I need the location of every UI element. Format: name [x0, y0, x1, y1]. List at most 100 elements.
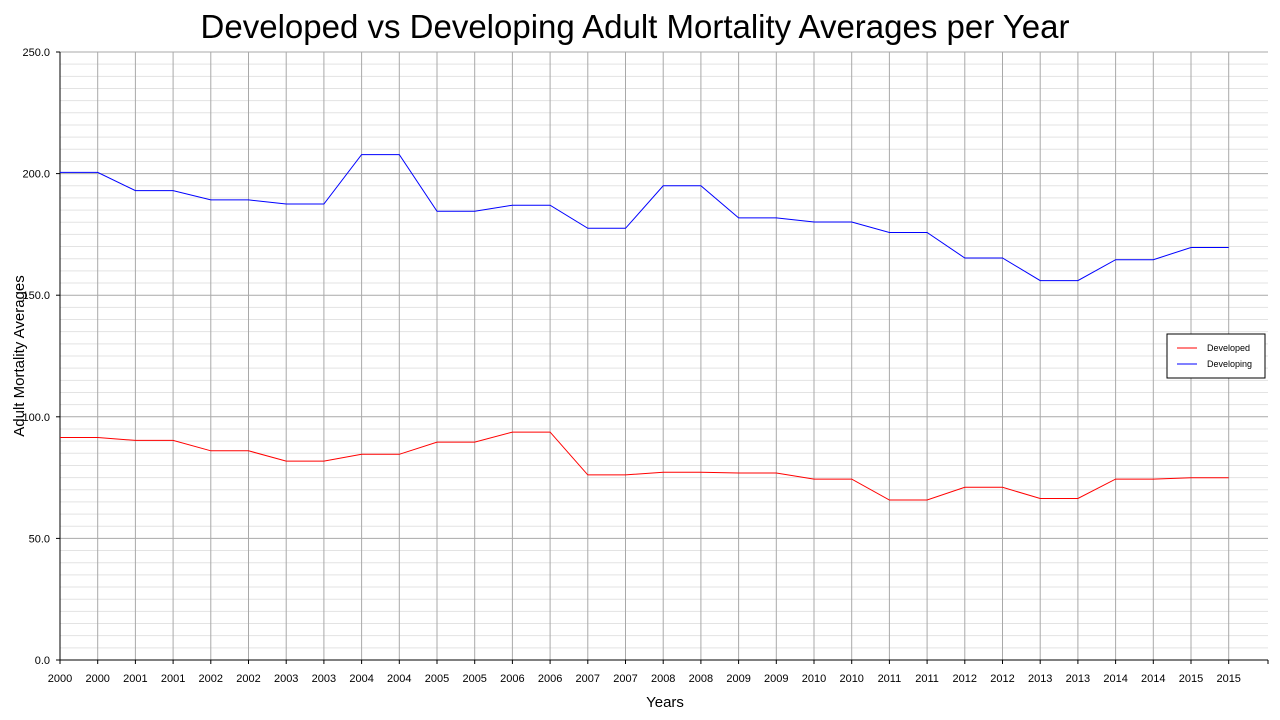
data-point-developed [172, 439, 174, 441]
x-tick-label: 2005 [462, 673, 486, 685]
x-tick-label: 2013 [1028, 673, 1052, 685]
x-tick-label: 2007 [576, 673, 600, 685]
data-point-developing [964, 257, 966, 259]
data-point-developing [1002, 257, 1004, 259]
data-point-developing [1190, 247, 1192, 249]
data-point-developed [813, 478, 815, 480]
data-point-developed [1152, 478, 1154, 480]
data-point-developing [926, 231, 928, 233]
data-point-developed [436, 441, 438, 443]
data-point-developed [662, 471, 664, 473]
data-point-developed [97, 436, 99, 438]
x-tick-label: 2010 [802, 673, 826, 685]
data-point-developing [888, 231, 890, 233]
data-point-developing [587, 227, 589, 229]
data-point-developed [851, 478, 853, 480]
chart-title: Developed vs Developing Adult Mortality … [200, 8, 1070, 45]
series-line-developed [60, 431, 1229, 501]
y-tick-label: 200.0 [22, 169, 50, 181]
y-tick-label: 0.0 [35, 655, 50, 667]
series-lines [59, 154, 1230, 501]
series-line-developing [60, 154, 1229, 282]
data-point-developing [59, 171, 61, 173]
data-point-developing [323, 203, 325, 205]
y-axis-title: Adult Mortality Averages [11, 275, 28, 436]
x-tick-label: 2015 [1179, 673, 1203, 685]
data-point-developing [1039, 280, 1041, 282]
data-point-developed [285, 460, 287, 462]
x-tick-label: 2000 [48, 673, 72, 685]
data-point-developed [775, 472, 777, 474]
x-tick-label: 2006 [500, 673, 524, 685]
data-point-developed [511, 431, 513, 433]
data-point-developing [436, 210, 438, 212]
x-tick-label: 2008 [651, 673, 675, 685]
data-point-developing [285, 203, 287, 205]
data-point-developed [549, 431, 551, 433]
x-tick-label: 2010 [839, 673, 863, 685]
y-axis-ticks: 0.0 50.0 100.0 150.0 200.0 250.0 [22, 47, 60, 667]
legend: Developed Developing [1166, 333, 1266, 379]
x-tick-label: 2006 [538, 673, 562, 685]
data-point-developed [134, 439, 136, 441]
data-point-developed [1039, 498, 1041, 500]
x-tick-label: 2014 [1103, 673, 1127, 685]
x-tick-label: 2003 [312, 673, 336, 685]
data-point-developing [813, 221, 815, 223]
data-point-developing [172, 190, 174, 192]
data-point-developed [587, 474, 589, 476]
x-tick-label: 2012 [953, 673, 977, 685]
data-point-developed [625, 474, 627, 476]
y-tick-label: 250.0 [22, 47, 50, 59]
x-tick-label: 2008 [689, 673, 713, 685]
x-tick-label: 2000 [85, 673, 109, 685]
x-tick-label: 2013 [1066, 673, 1090, 685]
x-tick-label: 2001 [161, 673, 185, 685]
data-point-developing [1115, 259, 1117, 261]
x-tick-label: 2003 [274, 673, 298, 685]
data-point-developing [738, 217, 740, 219]
data-point-developing [851, 221, 853, 223]
data-point-developed [964, 486, 966, 488]
data-point-developing [1077, 280, 1079, 282]
data-point-developing [625, 227, 627, 229]
x-tick-label: 2009 [726, 673, 750, 685]
data-point-developed [1228, 477, 1230, 479]
data-point-developed [1077, 498, 1079, 500]
data-point-developed [700, 471, 702, 473]
data-point-developed [738, 472, 740, 474]
data-point-developing [775, 217, 777, 219]
data-point-developed [323, 460, 325, 462]
x-tick-label: 2004 [387, 673, 411, 685]
y-tick-label: 150.0 [22, 290, 50, 302]
data-point-developed [1115, 478, 1117, 480]
data-point-developed [248, 450, 250, 452]
data-point-developing [662, 185, 664, 187]
legend-label-developing: Developing [1207, 359, 1252, 369]
data-point-developed [1002, 486, 1004, 488]
data-point-developing [361, 154, 363, 156]
data-point-developed [361, 453, 363, 455]
data-point-developed [398, 453, 400, 455]
x-tick-label: 2002 [199, 673, 223, 685]
axes [59, 52, 1268, 661]
x-tick-label: 2009 [764, 673, 788, 685]
x-tick-label: 2012 [990, 673, 1014, 685]
data-point-developing [134, 190, 136, 192]
x-tick-label: 2015 [1216, 673, 1240, 685]
legend-label-developed: Developed [1207, 343, 1250, 353]
data-point-developed [59, 436, 61, 438]
data-point-developing [398, 154, 400, 156]
x-tick-label: 2007 [613, 673, 637, 685]
x-tick-label: 2011 [915, 673, 939, 685]
data-point-developing [474, 210, 476, 212]
y-tick-label: 50.0 [29, 533, 50, 545]
x-axis-ticks: 2000 2000 2001 2001 2002 2002 2003 2003 2004 2004… [48, 660, 1269, 685]
data-point-developing [511, 204, 513, 206]
minor-gridlines [60, 63, 1268, 649]
data-point-developing [97, 171, 99, 173]
x-tick-label: 2004 [349, 673, 373, 685]
data-point-developed [474, 441, 476, 443]
